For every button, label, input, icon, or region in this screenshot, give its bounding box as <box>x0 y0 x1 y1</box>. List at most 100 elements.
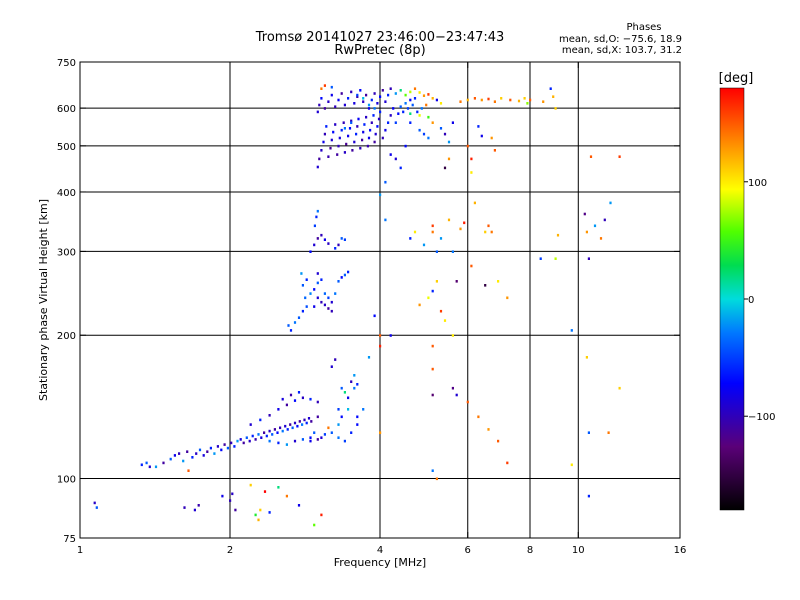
x-axis-label: Frequency [MHz] <box>334 556 426 569</box>
data-point <box>609 201 612 205</box>
data-point <box>293 439 297 443</box>
data-point <box>373 314 376 318</box>
data-point <box>411 103 414 107</box>
data-points <box>93 84 621 527</box>
data-point <box>487 97 490 101</box>
data-point <box>506 461 509 465</box>
data-point <box>392 107 395 110</box>
data-point <box>451 250 454 253</box>
data-point <box>509 98 512 102</box>
data-point <box>539 257 542 260</box>
legend-line-x: mean, sd,X: 103.7, 31.2 <box>562 45 682 56</box>
data-point <box>350 380 353 383</box>
data-point <box>342 121 345 124</box>
data-point <box>447 218 451 222</box>
data-point <box>384 100 387 103</box>
data-point <box>293 421 297 425</box>
data-point <box>347 408 350 411</box>
data-point <box>343 151 346 154</box>
data-point <box>296 424 299 428</box>
chart-title: Tromsø 20141027 23:46:00−23:47:43 <box>255 30 505 45</box>
data-point <box>313 523 316 527</box>
data-point <box>350 90 353 94</box>
data-point <box>268 439 271 443</box>
data-point <box>350 431 353 434</box>
data-point <box>409 90 412 94</box>
data-point <box>427 115 430 119</box>
data-point <box>589 155 593 158</box>
colorbar-tick-label: −100 <box>748 412 775 423</box>
data-point <box>268 511 271 514</box>
data-point <box>387 121 390 124</box>
data-point <box>334 247 337 250</box>
data-point <box>370 98 373 102</box>
data-point <box>287 324 290 327</box>
data-point <box>583 212 586 216</box>
data-point <box>356 415 359 419</box>
data-point <box>271 433 274 436</box>
x-tick-label: 16 <box>674 545 687 556</box>
data-point <box>350 119 353 123</box>
data-point <box>394 92 397 95</box>
data-point <box>297 504 301 507</box>
data-point <box>334 105 337 108</box>
data-point <box>279 426 282 430</box>
data-point <box>309 292 312 295</box>
data-point <box>245 436 248 439</box>
data-point <box>384 218 387 222</box>
data-point <box>427 93 430 96</box>
data-point <box>377 117 381 121</box>
data-point <box>384 128 387 132</box>
data-point <box>337 408 340 411</box>
data-point <box>183 506 186 509</box>
x-tick-label: 10 <box>572 545 585 556</box>
data-point <box>334 123 337 126</box>
data-point <box>187 469 190 472</box>
data-point <box>362 408 365 411</box>
data-point <box>289 393 293 397</box>
data-point <box>316 281 319 285</box>
data-point <box>357 117 360 121</box>
data-point <box>484 230 487 234</box>
data-point <box>340 386 343 390</box>
data-point <box>289 423 292 426</box>
data-point <box>353 102 356 105</box>
data-point <box>554 257 557 260</box>
data-point <box>466 400 469 404</box>
data-point <box>340 237 343 240</box>
y-tick-label: 600 <box>57 104 76 115</box>
data-point <box>316 272 319 275</box>
data-point <box>213 452 216 455</box>
data-point <box>273 428 276 431</box>
data-point <box>418 114 421 117</box>
data-point <box>226 446 229 450</box>
data-point <box>443 132 447 136</box>
data-point <box>459 227 462 231</box>
data-point <box>370 121 373 124</box>
data-point <box>376 102 379 105</box>
data-point <box>316 209 319 213</box>
data-point <box>334 358 337 361</box>
data-point <box>197 504 200 507</box>
y-tick-label: 750 <box>57 58 76 69</box>
data-point <box>337 98 340 102</box>
data-point <box>406 107 410 110</box>
data-point <box>281 397 284 401</box>
data-point <box>470 264 473 268</box>
data-point <box>327 242 330 245</box>
data-point <box>259 508 262 512</box>
data-point <box>366 144 369 148</box>
data-point <box>435 477 438 481</box>
data-point <box>425 103 428 107</box>
data-point <box>337 423 340 426</box>
data-point <box>286 428 289 431</box>
data-point <box>497 439 500 443</box>
data-point <box>473 201 476 205</box>
colorbar-tick-label: 100 <box>748 178 767 189</box>
legend-line-o: mean, sd,O: −75.6, 18.9 <box>559 34 682 45</box>
data-point <box>191 456 194 459</box>
data-point <box>356 383 359 386</box>
data-point <box>337 144 340 148</box>
data-point <box>169 457 172 461</box>
data-point <box>323 84 326 87</box>
